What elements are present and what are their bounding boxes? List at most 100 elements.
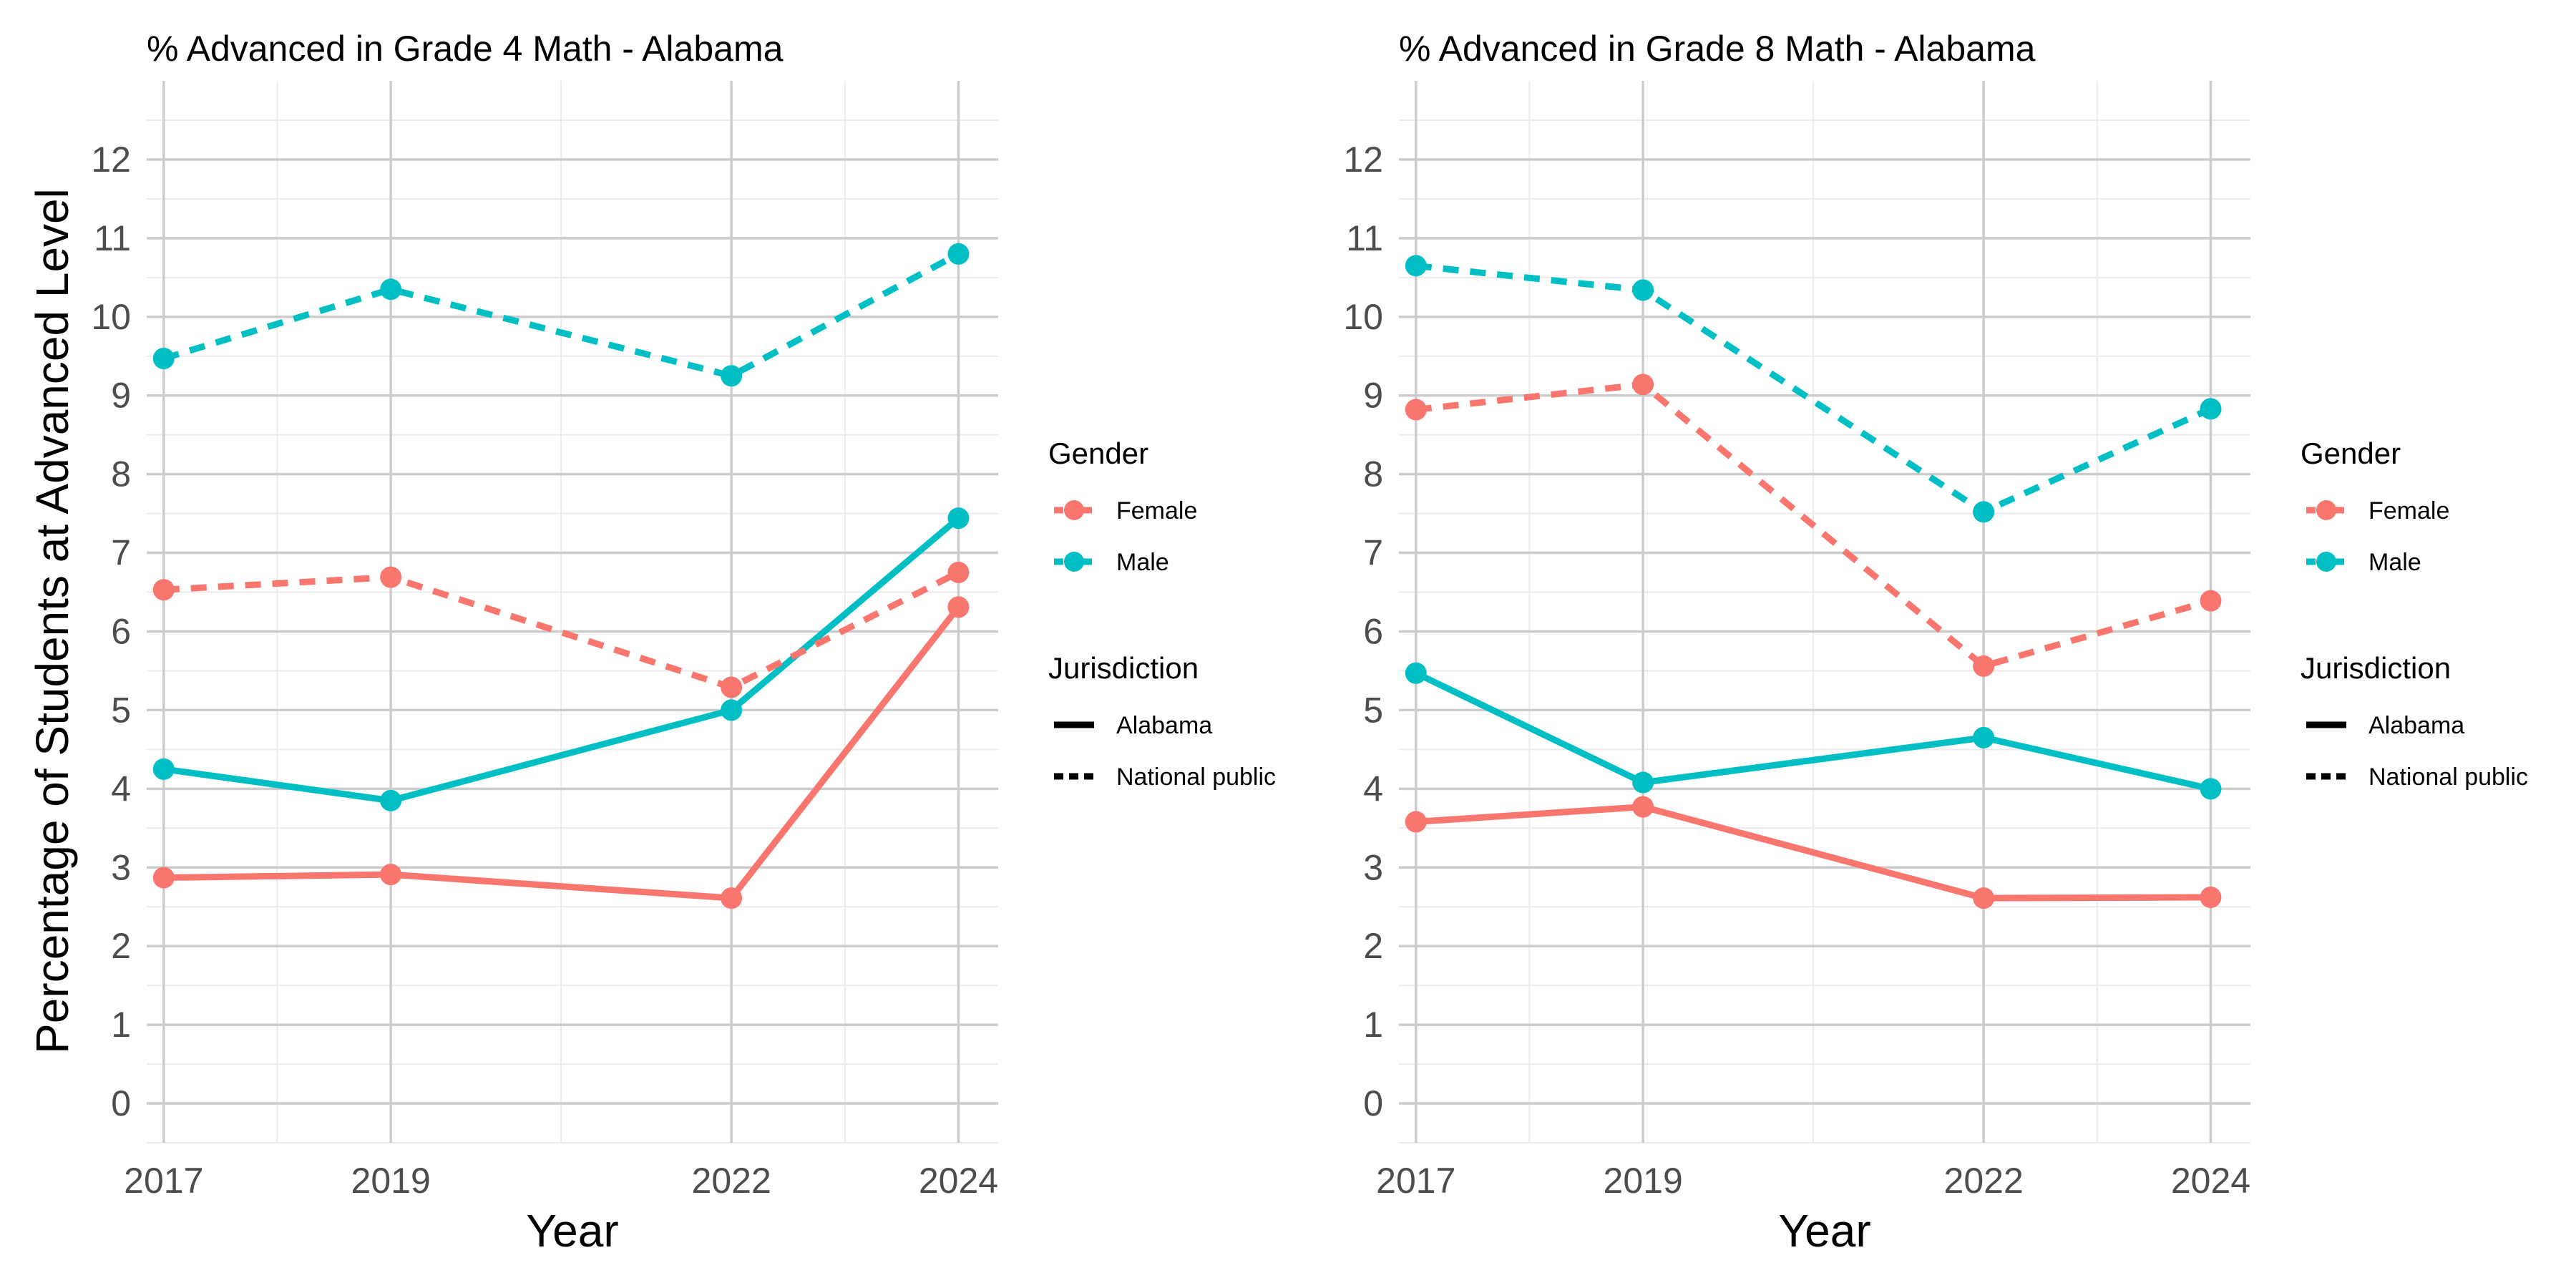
data-point-female (380, 864, 402, 886)
series-line-male-national-public (162, 250, 960, 379)
data-point-female (152, 579, 175, 601)
legend-label-female: Female (1116, 497, 1197, 525)
x-tick-label: 2019 (351, 1161, 431, 1201)
series-line-male-alabama (1414, 670, 2212, 792)
x-axis-title: Year (526, 1205, 618, 1257)
legend: Gender Female Male Jurisdiction Alabama Natio… (1048, 436, 1276, 791)
series-line-male-alabama (163, 515, 961, 804)
data-point-female (1632, 374, 1654, 396)
legend-label-female: Female (2368, 497, 2449, 525)
data-point-male (1405, 255, 1427, 277)
data-point-male (721, 365, 743, 387)
legend-label-alabama: Alabama (1116, 712, 1212, 739)
series-line-male-national-public (1415, 262, 2212, 515)
data-point-female (1973, 887, 1995, 909)
grid (147, 81, 998, 1143)
grid (1399, 81, 2250, 1143)
data-point-male (1405, 662, 1427, 684)
panel-2: % Advanced in Grade 8 Math - Alabama0123… (1343, 29, 2528, 1257)
y-tick-label: 1 (1363, 1005, 1383, 1045)
data-point-male (1632, 771, 1654, 794)
data-point-male (152, 348, 175, 370)
series-line-female-alabama (163, 605, 962, 902)
y-tick-label: 11 (1346, 218, 1383, 258)
y-axis-title: Percentage of Students at Advanced Level (26, 188, 78, 1054)
data-point-female (1632, 796, 1654, 818)
x-tick-labels: 2017 2019 2022 2024 (1376, 1161, 2250, 1201)
chart-title: % Advanced in Grade 8 Math - Alabama (1399, 29, 2036, 69)
panel-1: % Advanced in Grade 4 Math - Alabama0123… (91, 29, 1276, 1257)
y-tick-label: 7 (1363, 533, 1383, 573)
data-point-male (1973, 501, 1995, 523)
x-tick-label: 2024 (2171, 1161, 2250, 1201)
legend-title-gender: Gender (1048, 436, 1148, 470)
y-tick-label: 12 (91, 140, 131, 180)
x-tick-label: 2024 (919, 1161, 998, 1201)
legend-key-point-female (2316, 500, 2336, 520)
legend-key-point-female (1064, 500, 1084, 520)
legend-label-male: Male (2368, 549, 2421, 576)
y-tick-label: 0 (1363, 1083, 1383, 1123)
y-tick-label: 8 (111, 454, 131, 494)
x-tick-label: 2017 (124, 1161, 203, 1201)
y-tick-label: 2 (1363, 926, 1383, 966)
legend-title-gender: Gender (2301, 436, 2401, 470)
data-point-female (380, 566, 402, 588)
data-point-female (2200, 887, 2222, 909)
y-tick-label: 6 (111, 611, 131, 651)
data-point-female (721, 887, 743, 909)
legend-label-male: Male (1116, 549, 1169, 576)
data-point-male (380, 278, 402, 301)
series-group (152, 243, 970, 909)
legend-title-jurisdiction: Jurisdiction (2301, 651, 2451, 685)
data-point-male (947, 243, 970, 265)
y-tick-label: 10 (1343, 297, 1383, 337)
data-point-female (721, 676, 743, 698)
y-tick-label: 7 (111, 533, 131, 573)
data-point-female (1405, 811, 1427, 833)
x-axis-title: Year (1778, 1205, 1870, 1257)
x-tick-label: 2022 (692, 1161, 771, 1201)
data-point-male (380, 789, 402, 811)
x-tick-label: 2019 (1604, 1161, 1683, 1201)
y-tick-label: 5 (1363, 690, 1383, 730)
y-tick-label: 8 (1363, 454, 1383, 494)
chart-title: % Advanced in Grade 4 Math - Alabama (147, 29, 784, 69)
legend-key-point-male (1064, 552, 1084, 572)
y-tick-label: 4 (1363, 769, 1383, 809)
y-tick-label: 12 (1343, 140, 1383, 180)
series-line-female-alabama (1415, 804, 2211, 902)
legend-title-jurisdiction: Jurisdiction (1048, 651, 1199, 685)
legend-key-point-male (2316, 552, 2336, 572)
data-point-female (947, 562, 970, 584)
data-point-female (1405, 399, 1427, 421)
x-tick-label: 2017 (1376, 1161, 1455, 1201)
y-tick-label: 1 (111, 1005, 131, 1045)
data-point-male (152, 758, 175, 780)
series-group (1405, 255, 2222, 909)
y-tick-label: 9 (1363, 376, 1383, 416)
panels: % Advanced in Grade 4 Math - Alabama0123… (91, 29, 2528, 1257)
legend-label-alabama: Alabama (2368, 712, 2464, 739)
y-tick-label: 5 (111, 690, 131, 730)
data-point-male (721, 699, 743, 721)
data-point-female (2200, 590, 2222, 612)
data-point-male (2200, 778, 2222, 800)
y-tick-label: 6 (1363, 611, 1383, 651)
data-point-male (947, 507, 970, 530)
data-point-male (2200, 398, 2222, 420)
data-point-female (152, 867, 175, 889)
data-point-male (1632, 279, 1654, 301)
y-tick-label: 11 (94, 218, 131, 258)
y-tick-label: 4 (111, 769, 131, 809)
data-point-male (1973, 726, 1995, 748)
legend-label-national-public: National public (1116, 763, 1276, 791)
y-tick-label: 0 (111, 1083, 131, 1123)
data-point-female (1973, 655, 1995, 677)
y-tick-label: 2 (111, 926, 131, 966)
legend: Gender Female Male Jurisdiction Alabama Natio… (2301, 436, 2528, 791)
